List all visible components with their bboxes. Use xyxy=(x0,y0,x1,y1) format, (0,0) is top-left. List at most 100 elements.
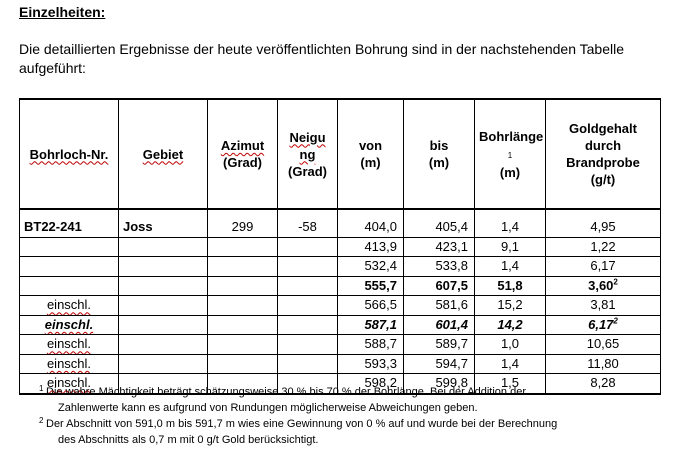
cell-hole: einschl. xyxy=(19,334,119,355)
header-from: von (m) xyxy=(337,98,404,210)
footnote-marker: 2 xyxy=(613,316,618,326)
header-gold: Goldgehalt durch Brandprobe (g/t) xyxy=(545,98,661,210)
cell-azimuth xyxy=(207,256,278,277)
cell-azimuth: 299 xyxy=(207,218,278,238)
cell-to: 405,4 xyxy=(403,218,475,238)
cell-length: 1,5 xyxy=(474,373,546,395)
cell-hole xyxy=(19,256,119,277)
cell-gold: 1,22 xyxy=(545,237,661,257)
cell-area xyxy=(118,276,208,296)
cell-area: Joss xyxy=(118,218,208,238)
cell-tilt xyxy=(277,354,338,374)
cell-area xyxy=(118,295,208,316)
cell-from: 532,4 xyxy=(337,256,404,277)
drill-results-table: Bohrloch-Nr. Gebiet Azimut (Grad) Neigu ng… xyxy=(19,98,661,395)
footnote-1: 1 Die wahre Mächtigkeit beträgt schätzun… xyxy=(39,384,526,414)
table-row: 532,4 533,8 1,4 6,17 xyxy=(19,256,661,277)
cell-hole: einschl. xyxy=(19,373,119,395)
cell-area xyxy=(118,237,208,257)
table-row: einschl. 598,2 599,8 1,5 8,28 xyxy=(19,373,661,395)
cell-from: 566,5 xyxy=(337,295,404,316)
cell-azimuth xyxy=(207,354,278,374)
cell-gold: 10,65 xyxy=(545,334,661,355)
header-length: Bohrlänge 1 (m) xyxy=(474,98,546,210)
table-row: einschl. 593,3 594,7 1,4 11,80 xyxy=(19,354,661,374)
cell-gold: 4,95 xyxy=(545,218,661,238)
cell-gold: 11,80 xyxy=(545,354,661,374)
cell-to: 589,7 xyxy=(403,334,475,355)
section-heading: Einzelheiten: xyxy=(19,4,106,20)
cell-from: 593,3 xyxy=(337,354,404,374)
cell-azimuth xyxy=(207,295,278,316)
table-row: einschl. 566,5 581,6 15,2 3,81 xyxy=(19,295,661,316)
includes-label: einschl. xyxy=(46,297,92,313)
header-hole: Bohrloch-Nr. xyxy=(19,98,119,210)
cell-tilt xyxy=(277,295,338,316)
cell-tilt xyxy=(277,315,338,335)
cell-to: 423,1 xyxy=(403,237,475,257)
cell-from: 587,1 xyxy=(337,315,404,335)
cell-azimuth xyxy=(207,276,278,296)
cell-azimuth xyxy=(207,315,278,335)
footnotes: 1 Die wahre Mächtigkeit beträgt schätzun… xyxy=(39,384,640,448)
cell-tilt: -58 xyxy=(277,218,338,238)
cell-area xyxy=(118,334,208,355)
table-row: einschl. 587,1 601,4 14,2 6,172 xyxy=(19,315,661,335)
cell-hole xyxy=(19,237,119,257)
footnote-marker: 2 xyxy=(613,277,618,287)
table-spacer-row xyxy=(19,209,661,218)
cell-to: 581,6 xyxy=(403,295,475,316)
cell-length: 1,4 xyxy=(474,256,546,277)
cell-area xyxy=(118,315,208,335)
cell-from: 588,7 xyxy=(337,334,404,355)
table-row: 555,7 607,5 51,8 3,602 xyxy=(19,276,661,296)
cell-hole: BT22-241 xyxy=(19,218,119,238)
cell-from: 555,7 xyxy=(337,276,404,296)
cell-tilt xyxy=(277,276,338,296)
cell-tilt xyxy=(277,256,338,277)
cell-to: 533,8 xyxy=(403,256,475,277)
cell-hole xyxy=(19,276,119,296)
cell-to: 599,8 xyxy=(403,373,475,395)
header-azimuth: Azimut (Grad) xyxy=(207,98,278,210)
cell-from: 404,0 xyxy=(337,218,404,238)
table-row: 413,9 423,1 9,1 1,22 xyxy=(19,237,661,257)
includes-label: einschl. xyxy=(46,336,92,352)
header-to: bis (m) xyxy=(403,98,475,210)
cell-area xyxy=(118,354,208,374)
header-area: Gebiet xyxy=(118,98,208,210)
table-header-row: Bohrloch-Nr. Gebiet Azimut (Grad) Neigu ng… xyxy=(19,98,661,210)
cell-gold: 3,81 xyxy=(545,295,661,316)
cell-to: 594,7 xyxy=(403,354,475,374)
cell-length: 1,4 xyxy=(474,354,546,374)
cell-area xyxy=(118,256,208,277)
cell-to: 601,4 xyxy=(403,315,475,335)
header-tilt: Neigu ng (Grad) xyxy=(277,98,338,210)
cell-azimuth xyxy=(207,334,278,355)
includes-label: einschl. xyxy=(46,355,92,371)
intro-paragraph: Die detaillierten Ergebnisse der heute v… xyxy=(19,41,625,76)
cell-gold: 8,28 xyxy=(545,373,661,395)
cell-from: 413,9 xyxy=(337,237,404,257)
cell-to: 607,5 xyxy=(403,276,475,296)
cell-length: 14,2 xyxy=(474,315,546,335)
table-row: BT22-241 Joss 299 -58 404,0 405,4 1,4 4,95 xyxy=(19,218,661,238)
cell-length: 51,8 xyxy=(474,276,546,296)
cell-hole: einschl. xyxy=(19,295,119,316)
cell-length: 1,4 xyxy=(474,218,546,238)
cell-azimuth xyxy=(207,237,278,257)
cell-gold: 3,602 xyxy=(545,276,661,296)
cell-tilt xyxy=(277,334,338,355)
table-body: BT22-241 Joss 299 -58 404,0 405,4 1,4 4,95 413,9… xyxy=(19,218,661,395)
cell-length: 1,0 xyxy=(474,334,546,355)
cell-length: 15,2 xyxy=(474,295,546,316)
includes-label: einschl. xyxy=(46,375,92,391)
table-row: einschl. 588,7 589,7 1,0 10,65 xyxy=(19,334,661,355)
cell-gold: 6,172 xyxy=(545,315,661,335)
cell-hole: einschl. xyxy=(19,315,119,335)
includes-label: einschl. xyxy=(44,316,94,332)
cell-hole: einschl. xyxy=(19,354,119,374)
cell-tilt xyxy=(277,237,338,257)
cell-gold: 6,17 xyxy=(545,256,661,277)
cell-length: 9,1 xyxy=(474,237,546,257)
